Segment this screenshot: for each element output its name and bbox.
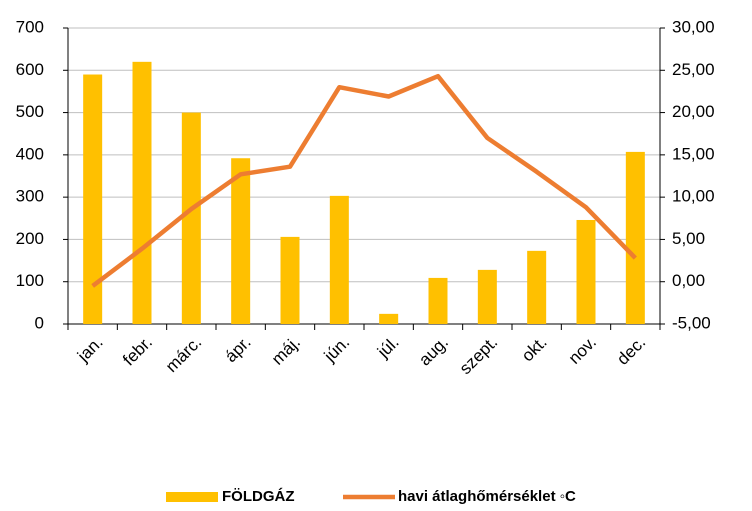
y2-tick-label: 10,00	[672, 187, 715, 206]
line	[91, 73, 637, 288]
y-tick-label: 200	[16, 229, 44, 248]
y-tick-label: 300	[16, 187, 44, 206]
x-tick-label: dec.	[613, 333, 649, 369]
bar	[329, 195, 349, 324]
x-tick-label: júl.	[373, 333, 403, 363]
x-tick-label: jún.	[320, 333, 354, 367]
x-tick-label: nov.	[565, 333, 600, 368]
x-tick-label: márc.	[162, 333, 205, 376]
y2-tick-label: 5,00	[672, 229, 705, 248]
x-tick-label: ápr.	[221, 333, 254, 366]
bar	[379, 313, 399, 324]
bar	[477, 269, 497, 324]
x-tick-label: szept.	[456, 333, 502, 379]
bar	[83, 74, 103, 324]
bar	[428, 277, 448, 324]
y-tick-label: 400	[16, 144, 44, 163]
y2-tick-label: 25,00	[672, 60, 715, 79]
bar	[576, 219, 596, 324]
bar	[280, 236, 300, 324]
x-tick-label: febr.	[119, 333, 156, 370]
y-tick-label: 500	[16, 102, 44, 121]
y2-tick-label: -5,00	[672, 313, 711, 332]
y2-tick-label: 30,00	[672, 17, 715, 36]
x-tick-label: okt.	[518, 333, 551, 366]
bar	[527, 250, 547, 324]
y-tick-label: 700	[16, 17, 44, 36]
bar	[625, 151, 645, 324]
legend-swatch	[166, 492, 218, 502]
y-tick-label: 0	[35, 313, 44, 332]
y-tick-label: 100	[16, 271, 44, 290]
y2-tick-label: 15,00	[672, 144, 715, 163]
bar	[132, 61, 152, 324]
legend-label: havi átlaghőmérséklet ◦C	[398, 488, 576, 505]
x-tick-label: jan.	[73, 333, 107, 367]
legend-label: FÖLDGÁZ	[222, 488, 295, 505]
y2-tick-label: 20,00	[672, 102, 715, 121]
x-tick-label: aug.	[415, 333, 452, 370]
bar	[231, 158, 251, 324]
y-tick-label: 600	[16, 60, 44, 79]
bar	[181, 112, 201, 324]
y2-tick-label: 0,00	[672, 271, 705, 290]
x-tick-label: máj.	[268, 333, 304, 369]
